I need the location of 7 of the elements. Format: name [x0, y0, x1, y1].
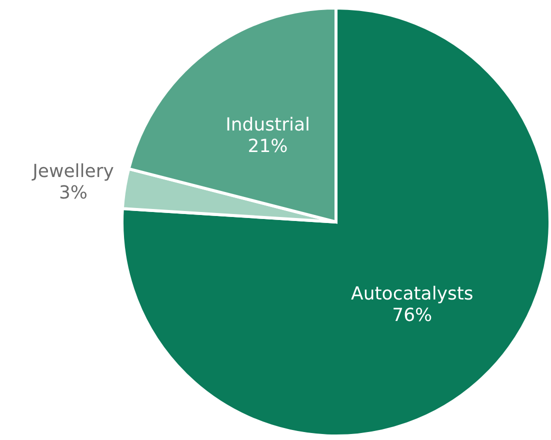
- data-label: 21%: [248, 136, 288, 158]
- data-label: 3%: [58, 182, 88, 204]
- data-label: 76%: [392, 305, 432, 326]
- slice-label: Jewellery: [32, 160, 114, 182]
- pie-slice: [120, 6, 551, 438]
- slice-label: Autocatalysts: [351, 284, 474, 305]
- slice-label: Industrial: [226, 114, 310, 136]
